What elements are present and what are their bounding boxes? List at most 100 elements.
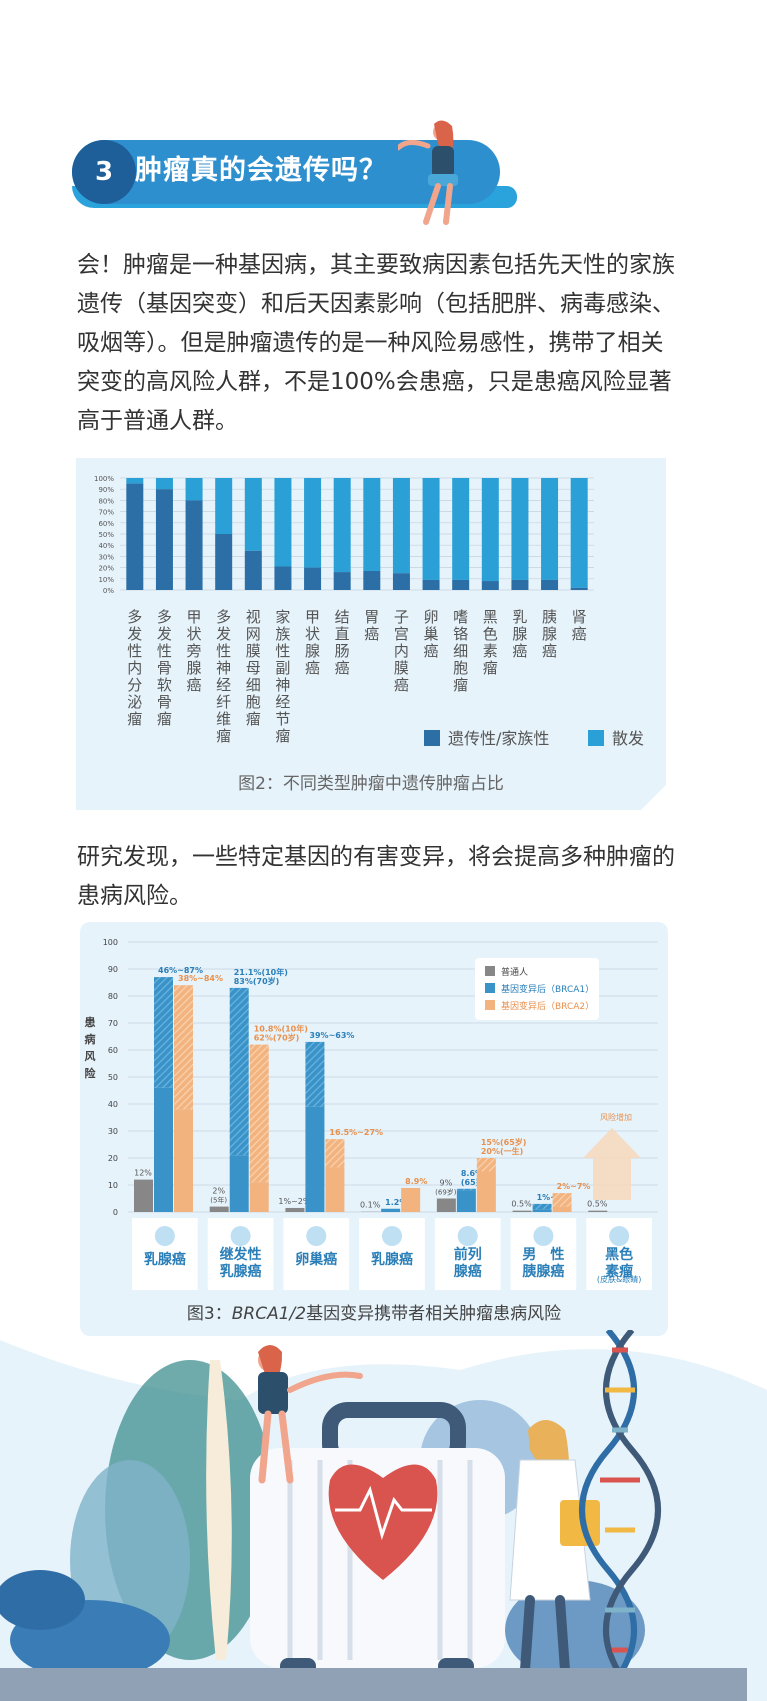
x-category-label: 家族性副神经节瘤	[275, 608, 290, 745]
bar-sporadic	[570, 478, 588, 588]
x-category-label: 结直肠癌	[335, 608, 350, 677]
section-title: 肿瘤真的会遗传吗？	[135, 155, 387, 186]
bar-range-brca2	[552, 1193, 572, 1207]
y-tick-label: 10%	[98, 576, 114, 584]
x-category-label: 嗜铬细胞瘤	[453, 608, 468, 694]
y-tick-label: 30%	[98, 553, 114, 561]
bar-brca2	[552, 1206, 572, 1212]
y-tick-label: 50%	[98, 531, 114, 539]
bar-sporadic	[422, 478, 440, 580]
prostate-icon	[457, 1226, 478, 1246]
male-breast-icon	[382, 1226, 402, 1246]
legend-label: 基因变异后（BRCA2）	[501, 1000, 594, 1012]
category-label: 继发性	[220, 1246, 262, 1263]
legend-label: 散发	[612, 729, 644, 748]
y-tick-label: 0%	[103, 587, 114, 595]
bar-range-brca2	[174, 985, 193, 1110]
legend-swatch	[485, 983, 495, 993]
bar-hereditary	[363, 570, 381, 590]
bar-brca2	[174, 1109, 193, 1212]
data-label-normal: 12%	[134, 1169, 152, 1178]
category-label: 前列	[454, 1246, 482, 1263]
legend-label: 遗传性/家族性	[448, 729, 549, 748]
figure3-caption: 图3：BRCA1/2基因变异携带者相关肿瘤患病风险	[187, 1304, 561, 1324]
skin-icon	[609, 1226, 630, 1246]
x-category-label: 卵巢癌	[424, 608, 439, 660]
x-category-label: 多发性内分泌瘤	[127, 608, 142, 728]
data-sublabel-normal: (69岁)	[435, 1188, 457, 1197]
bar-hereditary	[155, 489, 173, 590]
bar-sporadic	[452, 478, 470, 580]
data-label-brca2: 8.9%	[405, 1177, 427, 1186]
bar-normal	[285, 1207, 305, 1212]
bar-hereditary	[333, 572, 351, 590]
risk-arrow	[583, 1128, 641, 1200]
x-category-label: 视网膜母细胞瘤	[246, 608, 261, 728]
bar-hereditary	[185, 500, 203, 590]
footer-band	[0, 1668, 747, 1701]
y-tick-label: 20%	[98, 565, 114, 573]
y-tick-label: 80%	[98, 497, 114, 505]
legend-swatch	[424, 730, 440, 746]
data-sublabel-normal: (5年)	[210, 1196, 227, 1205]
bar-sporadic	[274, 478, 292, 567]
bar-hereditary	[274, 566, 292, 590]
bar-range-brca2	[325, 1139, 345, 1168]
bar-sporadic	[126, 478, 144, 484]
data-label-brca2: 2%~7%	[557, 1182, 591, 1191]
bar-brca1	[381, 1208, 401, 1212]
y-tick-label: 40%	[98, 542, 114, 550]
bar-sporadic	[155, 478, 173, 490]
data-label-brca2: 16.5%~27%	[329, 1128, 383, 1137]
legend-swatch	[485, 1000, 495, 1010]
category-label: 乳腺癌	[371, 1251, 413, 1268]
y-tick-label: 100%	[94, 475, 114, 483]
hereditary-ratio-chart: 0% 10% 20% 30% 40% 50% 60% 70% 80% 90% 100% 多发性内分泌瘤…	[94, 475, 644, 794]
bar-brca1	[154, 1087, 173, 1212]
bar-hereditary	[452, 579, 470, 590]
bar-range-brca1	[532, 1203, 552, 1210]
bar-hereditary	[541, 579, 559, 590]
y-tick-label: 40	[108, 1100, 118, 1109]
data-label-normal: 2%	[212, 1187, 225, 1196]
section-number: 3	[72, 140, 136, 204]
brca-risk-chart: 0 10 20 30 40 50 60 70 80 90 100 患病风险 12% 46%~87%38%~…	[85, 938, 658, 1324]
bar-range-brca1	[456, 1188, 476, 1191]
y-tick-label: 100	[103, 938, 118, 947]
data-sublabel-brca1: (65岁)	[461, 1177, 487, 1187]
risk-arrow-label: 风险增加	[600, 1112, 632, 1122]
y-tick-label: 60%	[98, 520, 114, 528]
data-label-normal: 1%~2%	[278, 1197, 310, 1206]
bar-sporadic	[215, 478, 233, 534]
data-label-brca1: 21.1%(10年)	[234, 967, 288, 977]
x-category-label: 胰腺癌	[542, 608, 557, 660]
data-label-brca1: 39%~63%	[309, 1031, 354, 1040]
data-label-brca1: 1.2%	[385, 1198, 407, 1207]
category-label: 卵巢癌	[295, 1251, 337, 1268]
x-category-label: 甲状旁腺癌	[187, 608, 202, 694]
data-label-normal: 0.1%	[360, 1201, 381, 1210]
data-label-brca2: 38%~84%	[178, 974, 223, 983]
bar-range-brca1	[154, 977, 173, 1088]
section-header-band	[72, 140, 500, 204]
x-category-label: 乳腺癌	[512, 608, 527, 660]
y-tick-label: 10	[108, 1181, 118, 1190]
legend-swatch	[485, 966, 495, 976]
figure2-caption: 图2：不同类型肿瘤中遗传肿瘤占比	[238, 774, 504, 794]
bar-sporadic	[185, 478, 203, 501]
y-tick-label: 30	[108, 1127, 118, 1136]
bar-normal	[134, 1179, 153, 1212]
bar-sporadic	[541, 478, 559, 580]
bar-normal	[436, 1198, 456, 1212]
bar-hereditary	[244, 550, 262, 590]
breast-icon	[230, 1226, 251, 1246]
x-category-label: 黑色素瘤	[483, 608, 498, 677]
bar-sporadic	[363, 478, 381, 571]
legend-label: 基因变异后（BRCA1）	[501, 983, 594, 995]
category-label: 素瘤	[605, 1263, 633, 1280]
bar-hereditary	[511, 579, 529, 590]
y-tick-label: 0	[113, 1208, 118, 1217]
x-category-label: 肾癌	[572, 608, 587, 643]
bar-range-brca1	[229, 987, 249, 1156]
data-label-brca1: 8.6%	[461, 1169, 483, 1178]
